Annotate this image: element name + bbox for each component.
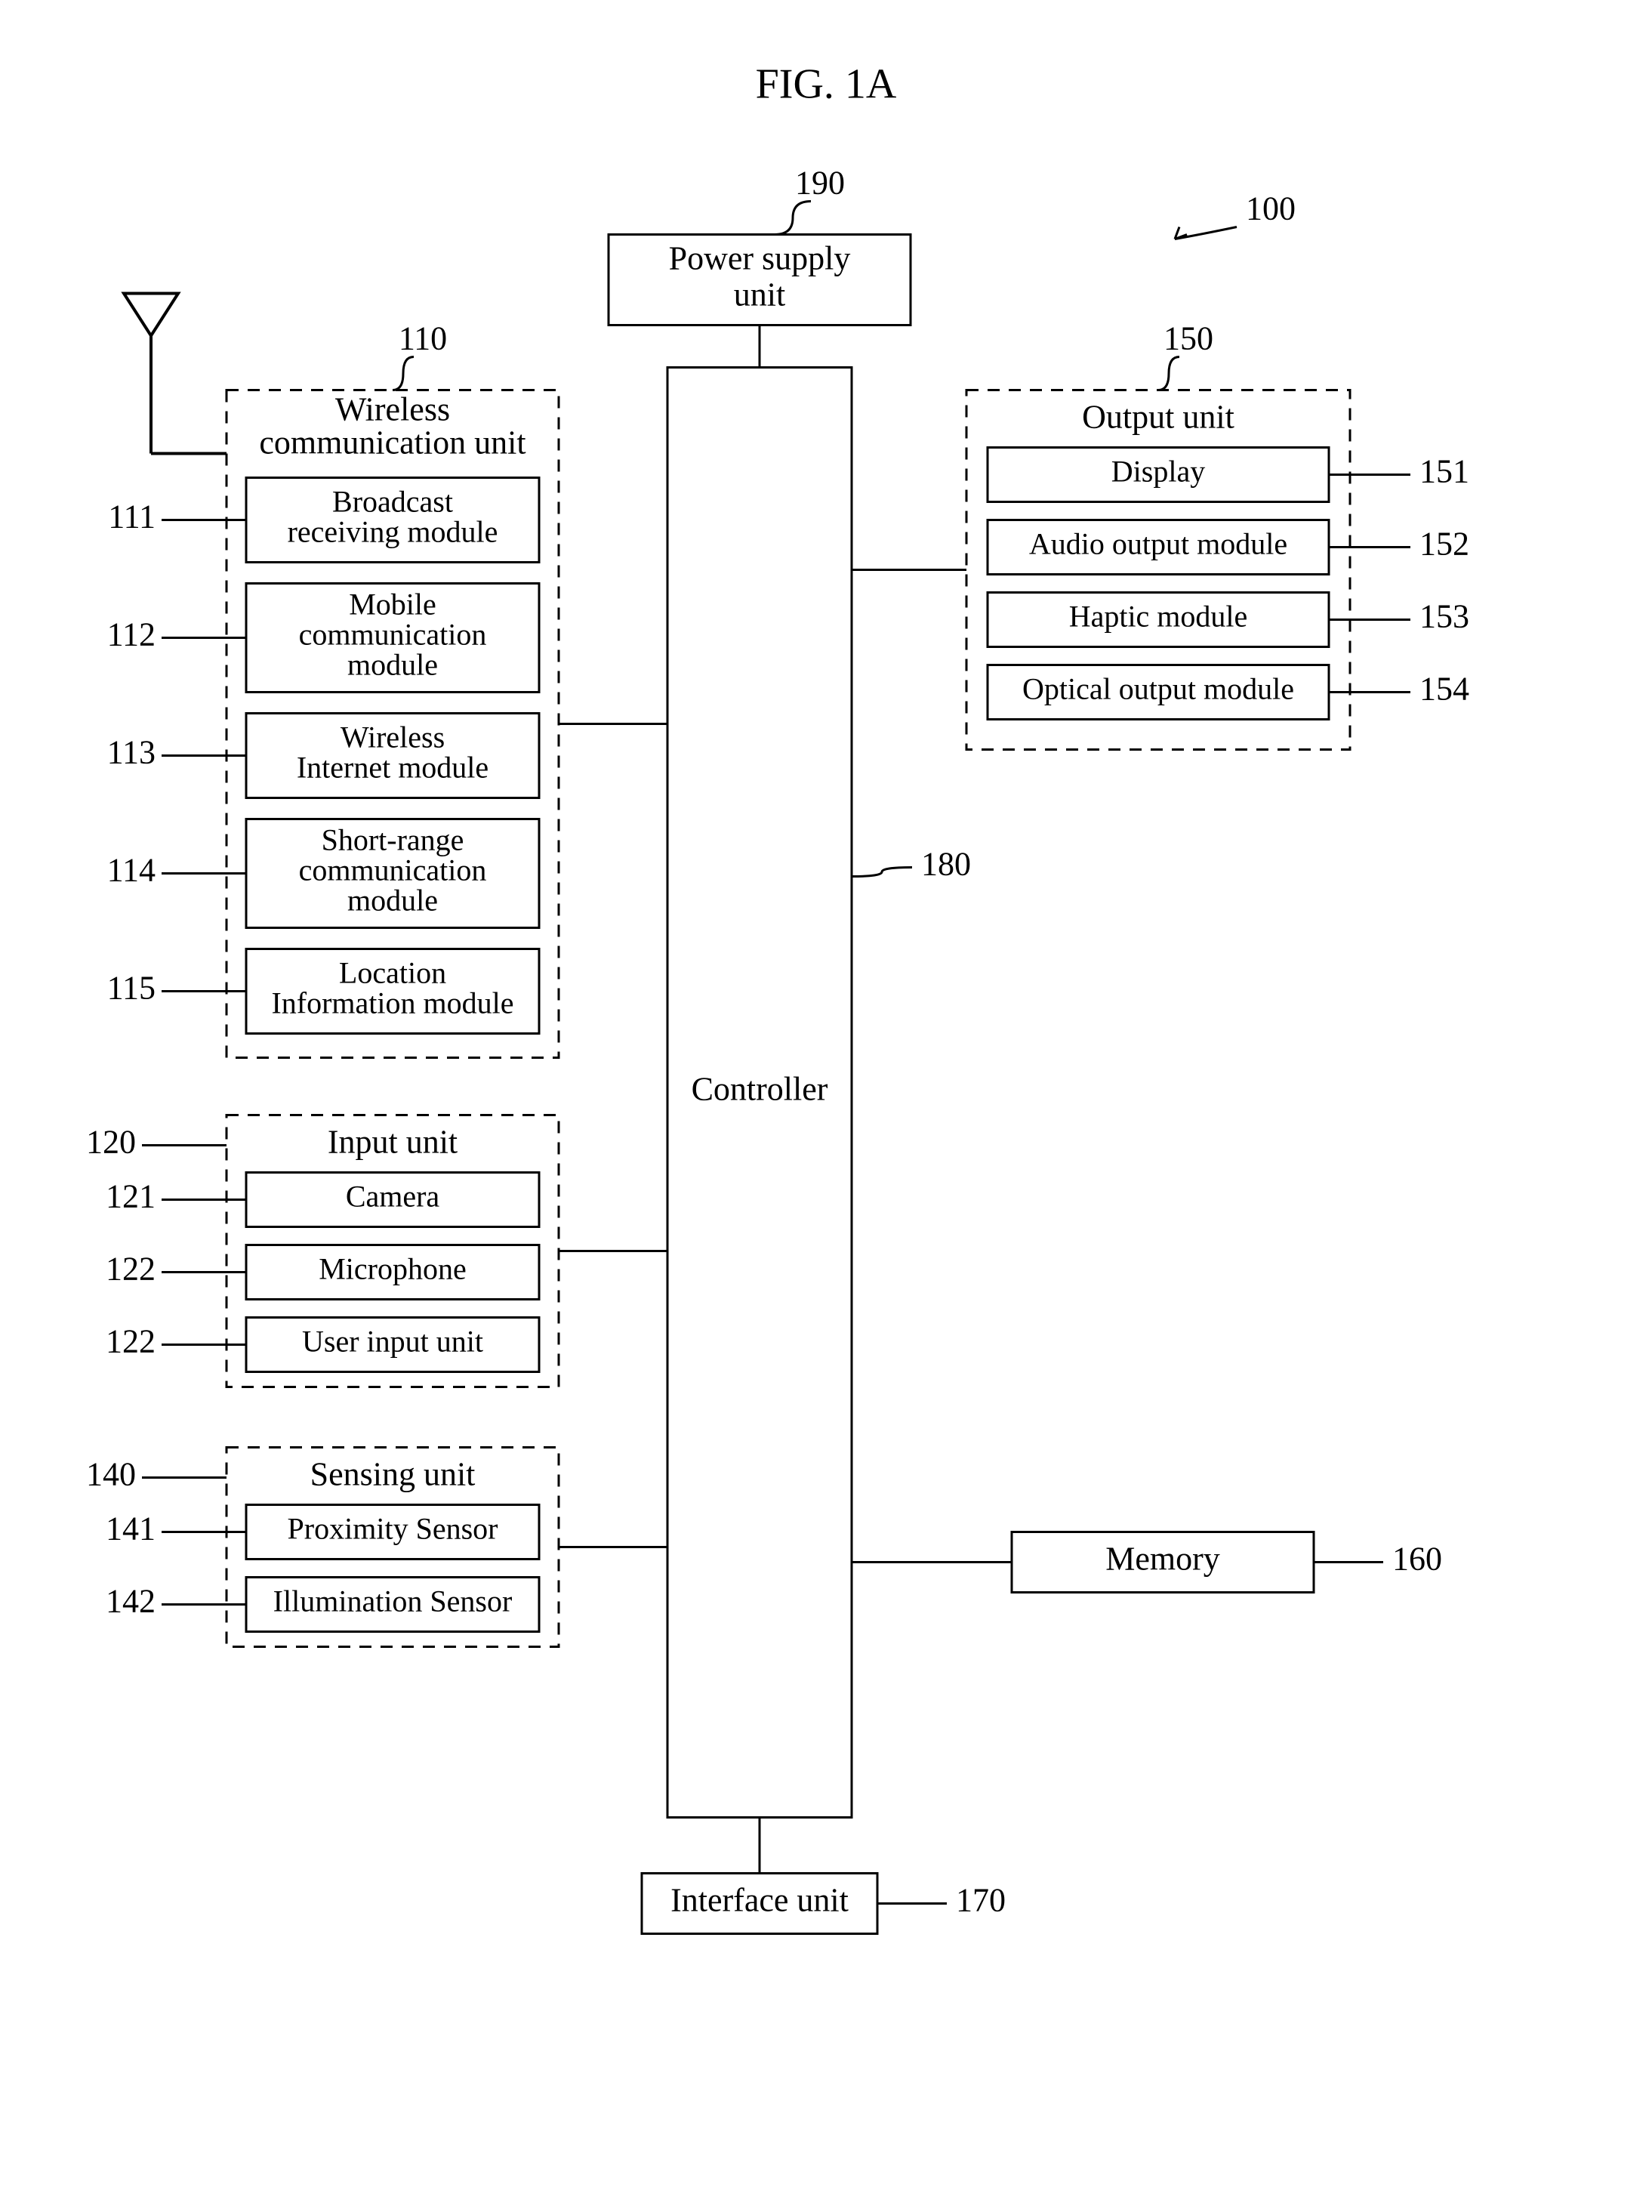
ref-160: 160 — [1392, 1541, 1442, 1578]
ref-120: 120 — [86, 1124, 136, 1161]
ref-142: 142 — [106, 1583, 156, 1620]
group-title-150: Output unit — [1082, 399, 1234, 436]
ref-111: 111 — [108, 498, 156, 535]
figure-title: FIG. 1A — [756, 60, 897, 107]
label-122: User input unit — [302, 1325, 483, 1359]
ref-153: 153 — [1419, 598, 1469, 635]
label-142: Illumination Sensor — [273, 1584, 513, 1618]
memory-label: Memory — [1105, 1541, 1220, 1578]
group-title-120: Input unit — [328, 1124, 458, 1161]
label-154: Optical output module — [1022, 672, 1294, 706]
ref-152: 152 — [1419, 526, 1469, 563]
ref-112: 112 — [107, 616, 156, 653]
group-title-140: Sensing unit — [310, 1456, 476, 1493]
ref-140: 140 — [86, 1456, 136, 1493]
label-122: Microphone — [319, 1252, 467, 1286]
ref-180: 180 — [921, 846, 971, 883]
ref-122: 122 — [106, 1251, 156, 1288]
figure-root: FIG. 1A100Power supplyunit190Controller1… — [0, 0, 1652, 2212]
ref-170: 170 — [956, 1882, 1006, 1919]
label-152: Audio output module — [1029, 527, 1287, 561]
ref-122: 122 — [106, 1323, 156, 1360]
ref-114: 114 — [107, 852, 156, 889]
ref-190: 190 — [795, 165, 845, 202]
controller-label: Controller — [692, 1071, 828, 1108]
ref-141: 141 — [106, 1510, 156, 1547]
label-141: Proximity Sensor — [288, 1512, 498, 1546]
label-121: Camera — [346, 1180, 440, 1214]
label-151: Display — [1111, 455, 1205, 489]
ref-154: 154 — [1419, 671, 1469, 708]
ref-151: 151 — [1419, 453, 1469, 490]
ref-150: 150 — [1163, 320, 1213, 357]
interface-label: Interface unit — [670, 1882, 849, 1919]
group-title-110: Wirelesscommunication unit — [259, 391, 525, 461]
ref-100: 100 — [1246, 190, 1296, 227]
ref-113: 113 — [107, 734, 156, 771]
ref-110: 110 — [399, 320, 447, 357]
label-153: Haptic module — [1069, 600, 1248, 634]
ref-121: 121 — [106, 1178, 156, 1215]
ref-115: 115 — [107, 970, 156, 1007]
